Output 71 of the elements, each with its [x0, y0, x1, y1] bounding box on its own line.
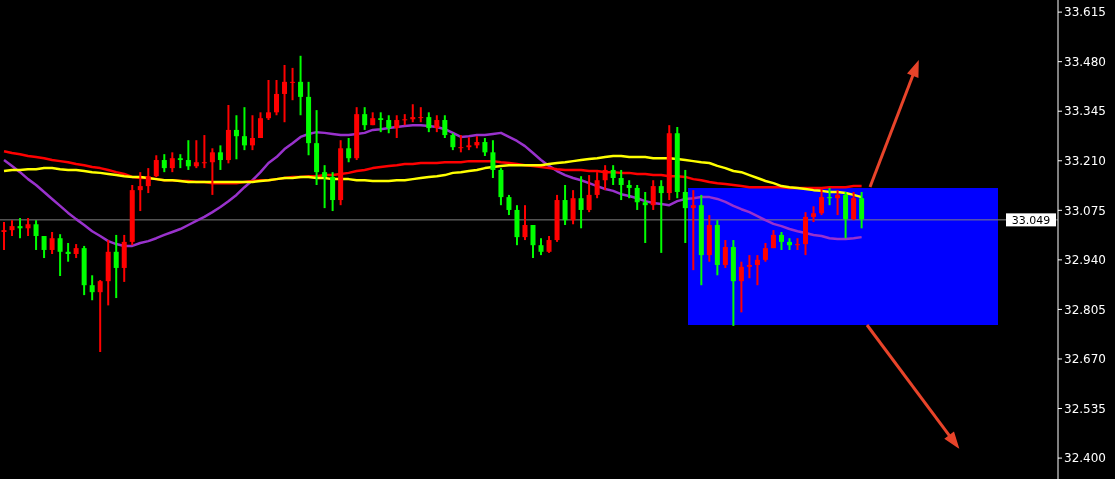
- candlestick: [193, 139, 199, 170]
- candlestick: [634, 183, 640, 211]
- ref-line-label: 33.049: [1011, 213, 1051, 227]
- candlestick: [690, 189, 696, 272]
- candlestick: [586, 174, 592, 214]
- candlestick: [722, 239, 728, 269]
- candlestick: [506, 193, 512, 217]
- candlestick: [650, 179, 656, 211]
- candlestick: [859, 190, 865, 230]
- y-tick-label: 32.805: [1064, 302, 1106, 317]
- candlestick: [746, 254, 752, 280]
- y-tick-label: 32.400: [1064, 451, 1106, 466]
- candlestick: [266, 79, 271, 122]
- candlestick: [89, 274, 95, 302]
- y-tick-label: 33.345: [1064, 104, 1106, 119]
- candlestick: [642, 190, 648, 244]
- candlestick: [113, 233, 119, 300]
- candlestick: [49, 230, 55, 255]
- candlestick: [578, 175, 584, 230]
- candlestick: [290, 66, 296, 102]
- candlestick: [490, 139, 496, 180]
- candlestick: [394, 114, 400, 140]
- candlestick: [426, 111, 432, 134]
- candlestick: [378, 111, 384, 134]
- y-tick-label: 33.075: [1064, 203, 1106, 218]
- candlestick: [97, 279, 103, 353]
- candlestick: [402, 113, 408, 127]
- candlestick: [442, 114, 448, 140]
- candlestick: [570, 189, 576, 226]
- y-tick-label: 32.670: [1064, 352, 1106, 367]
- y-tick-label: 32.535: [1064, 401, 1106, 416]
- candlestick: [610, 164, 616, 186]
- candlestick: [330, 171, 336, 213]
- candlestick: [145, 167, 151, 195]
- candlestick: [851, 190, 857, 222]
- y-tick-label: 32.940: [1064, 253, 1106, 268]
- candlestick: [185, 139, 191, 171]
- candlestick: [362, 106, 368, 131]
- candlestick: [738, 260, 744, 314]
- candlestick: [522, 204, 528, 242]
- candlestick: [65, 241, 71, 263]
- candlestick: [1, 221, 7, 251]
- candlestick: [346, 137, 352, 164]
- candlestick: [274, 79, 280, 117]
- candlestick: [153, 154, 159, 179]
- candlestick: [618, 168, 624, 202]
- candlestick: [169, 151, 175, 174]
- candlestick: [754, 254, 760, 287]
- candlestick: [201, 134, 207, 170]
- candlestick: [41, 235, 47, 260]
- candlestick: [241, 106, 247, 152]
- candlestick: [322, 164, 328, 210]
- candlestick: [217, 144, 223, 171]
- candlestick: [562, 183, 568, 226]
- candlestick: [233, 114, 239, 161]
- candlestick: [682, 168, 688, 244]
- candlestick: [762, 241, 768, 263]
- candlestick: [418, 106, 424, 124]
- y-tick-label: 33.615: [1064, 5, 1106, 20]
- candlestick: [282, 63, 288, 124]
- candlestick: [57, 233, 63, 278]
- candlestick: [658, 179, 664, 254]
- candlestick: [249, 114, 255, 152]
- candlestick: [530, 224, 536, 260]
- candlestick: [458, 134, 464, 154]
- candlestick: [33, 219, 39, 251]
- candlestick: [17, 217, 23, 240]
- candlestick: [298, 54, 304, 117]
- y-tick-label: 33.480: [1064, 54, 1106, 69]
- candlestick: [257, 111, 263, 140]
- y-tick-label: 33.210: [1064, 154, 1106, 169]
